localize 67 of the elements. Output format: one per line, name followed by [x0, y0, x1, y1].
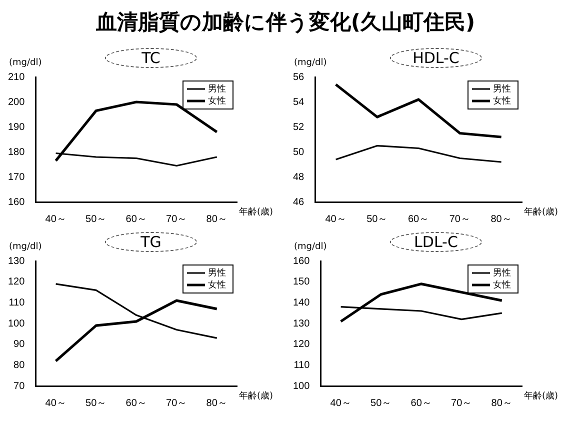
x-tick-label: 60～ [408, 214, 430, 225]
legend-label: 男性 [208, 83, 226, 94]
y-tick-label: 120 [8, 276, 26, 288]
x-tick-label: 50～ [370, 398, 392, 409]
y-tick-label: 140 [292, 297, 310, 308]
x-axis-title: 年齢(歳) [239, 390, 274, 402]
y-tick-label: 180 [8, 146, 26, 158]
x-tick-label: 70～ [166, 214, 188, 225]
x-tick-label: 50～ [86, 214, 107, 225]
chart-title: TG [105, 232, 197, 252]
y-tick-label: 110 [294, 360, 310, 371]
x-tick-label: 40～ [45, 214, 66, 225]
text: 血清脂質の加齢に伴う変化(久山町住民) [94, 9, 476, 36]
x-tick-label: 40～ [330, 398, 352, 409]
legend-label: 女性 [208, 95, 226, 106]
y-tick-label: 54 [293, 96, 305, 108]
y-tick-label: 130 [292, 318, 310, 330]
x-tick-label: 40～ [45, 398, 66, 409]
y-tick-label: 200 [8, 96, 26, 108]
x-tick-label: 70～ [451, 398, 472, 409]
y-tick-label: 160 [292, 256, 310, 267]
legend-label: 女性 [208, 279, 226, 290]
chart-title: HDL-C [390, 48, 482, 68]
legend-label: 男性 [493, 267, 511, 278]
y-tick-label: 110 [8, 297, 26, 308]
y-axis-title: (mg/dl) [9, 58, 42, 68]
x-tick-label: 80～ [490, 214, 512, 225]
y-tick-label: 130 [8, 256, 26, 267]
x-tick-label: 60～ [126, 214, 147, 225]
x-tick-label: 80～ [491, 398, 512, 409]
legend-label: 女性 [493, 279, 511, 290]
x-tick-label: 40～ [325, 214, 346, 225]
x-tick-label: 70～ [166, 398, 188, 409]
y-tick-label: 150 [292, 276, 310, 288]
y-tick-label: 80 [14, 360, 26, 371]
y-tick-label: 100 [8, 318, 26, 330]
y-tick-label: 170 [8, 172, 26, 183]
legend-label: 男性 [493, 83, 511, 94]
y-tick-label: 56 [293, 72, 305, 83]
y-axis-title: (mg/dl) [9, 242, 42, 252]
y-tick-label: 100 [292, 380, 310, 392]
x-axis-title: 年齢(歳) [524, 206, 558, 218]
chart-title: LDL-C [390, 232, 482, 252]
y-axis-title: (mg/dl) [294, 58, 327, 68]
legend-label: 男性 [208, 267, 226, 278]
x-tick-label: 70～ [449, 214, 470, 225]
y-tick-label: 48 [293, 172, 305, 183]
x-tick-label: 60～ [126, 398, 147, 409]
x-axis-title: 年齢(歳) [239, 206, 274, 218]
y-tick-label: 210 [8, 72, 26, 83]
chart-title: TC [105, 48, 197, 68]
y-tick-label: 46 [293, 196, 305, 208]
legend-label: 女性 [493, 95, 511, 106]
x-tick-label: 80～ [206, 398, 228, 409]
x-tick-label: 80～ [206, 214, 228, 225]
y-tick-label: 190 [8, 122, 26, 133]
y-tick-label: 90 [14, 339, 26, 350]
x-tick-label: 50～ [366, 214, 388, 225]
y-tick-label: 120 [292, 339, 310, 350]
y-tick-label: 160 [8, 196, 26, 208]
x-tick-label: 60～ [410, 398, 432, 409]
x-axis-title: 年齢(歳) [524, 390, 558, 402]
y-tick-label: 52 [293, 122, 305, 133]
y-axis-title: (mg/dl) [294, 242, 327, 252]
y-tick-label: 70 [14, 380, 26, 392]
y-tick-label: 50 [293, 146, 305, 158]
x-tick-label: 50～ [86, 398, 107, 409]
